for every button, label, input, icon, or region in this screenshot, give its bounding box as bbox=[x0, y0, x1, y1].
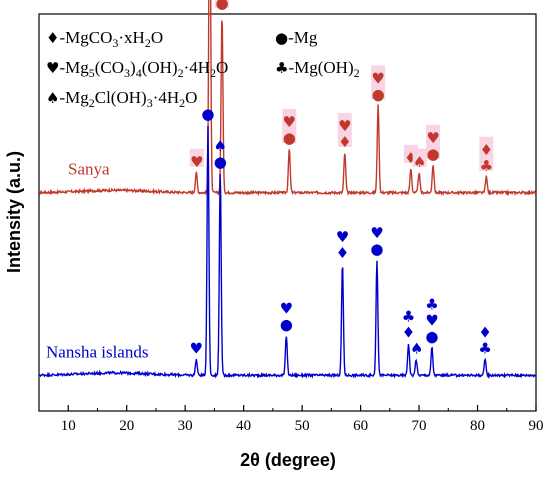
peak-marker: ♠ bbox=[410, 339, 423, 357]
peak-marker: ♥ bbox=[280, 300, 293, 318]
series-group: Sanya♥●♠●♥●♥♦♥●♦♠♥●♦♣Nansha islands♥●♠●♥… bbox=[38, 0, 537, 380]
marker-highlight bbox=[371, 65, 386, 100]
x-tick-label: 40 bbox=[236, 418, 251, 434]
legend-entry: ♥-Mg5(CO3)4(OH)2·4H2O bbox=[46, 58, 228, 80]
x-ticks: 10 20 30 40 50 60 70 80 90 bbox=[61, 405, 544, 434]
peak-marker: ♥ bbox=[425, 311, 438, 329]
peak-marker: ♦ bbox=[338, 133, 351, 151]
x-tick-label: 20 bbox=[119, 418, 134, 434]
legend-entry: ♦-MgCO3·xH2O bbox=[46, 28, 163, 50]
peak-marker: ♦ bbox=[336, 244, 349, 262]
marker-highlight bbox=[337, 112, 352, 147]
peak-marker: ● bbox=[215, 0, 228, 12]
peak-marker: ♦ bbox=[478, 323, 491, 341]
peak-marker: ♥ bbox=[336, 228, 349, 246]
peak-marker: ● bbox=[425, 327, 438, 345]
peak-marker: ♣ bbox=[402, 308, 415, 326]
peak-marker: ♥ bbox=[190, 153, 203, 171]
peak-marker: ♥ bbox=[283, 113, 296, 131]
peak-marker: ● bbox=[201, 105, 214, 123]
peak-marker: ♣ bbox=[480, 157, 493, 175]
peak-marker: ● bbox=[283, 129, 296, 147]
series-line bbox=[38, 126, 537, 380]
peak-marker: ● bbox=[427, 145, 440, 163]
peak-marker: ♦ bbox=[402, 324, 415, 342]
series-label: Sanya bbox=[68, 160, 110, 179]
x-tick-label: 50 bbox=[295, 418, 310, 434]
marker-highlight bbox=[412, 148, 427, 167]
legend-entry: ♠-Mg2Cl(OH)3·4H2O bbox=[46, 88, 197, 110]
legend: ♦-MgCO3·xH2O ●-Mg ♥-Mg5(CO3)4(OH)2·4H2O ♣-M… bbox=[46, 28, 360, 110]
peak-marker: ♣ bbox=[425, 295, 438, 313]
legend-entry: ●-Mg bbox=[275, 28, 318, 47]
peak-marker: ♥ bbox=[371, 69, 384, 87]
x-tick-label: 70 bbox=[412, 418, 427, 434]
x-tick-label: 10 bbox=[61, 418, 76, 434]
peak-marker: ♥ bbox=[370, 224, 383, 242]
y-axis-title: Intensity (a.u.) bbox=[4, 151, 24, 273]
x-axis-title: 2θ (degree) bbox=[240, 450, 336, 470]
peak-marker: ● bbox=[370, 240, 383, 258]
peak-marker: ● bbox=[214, 153, 227, 171]
marker-highlight bbox=[479, 136, 494, 171]
peak-marker: ♦ bbox=[480, 141, 493, 159]
marker-highlight bbox=[189, 148, 204, 167]
peak-marker: ♣ bbox=[478, 339, 491, 357]
peak-marker: ♠ bbox=[214, 137, 227, 155]
x-tick-label: 80 bbox=[470, 418, 485, 434]
peak-marker: ♥ bbox=[338, 117, 351, 135]
series-line bbox=[38, 0, 537, 197]
peak-marker: ● bbox=[372, 85, 385, 103]
plot-frame bbox=[38, 13, 537, 412]
marker-highlight bbox=[282, 108, 297, 143]
marker-highlight bbox=[215, 0, 230, 8]
x-tick-label: 30 bbox=[178, 418, 193, 434]
x-tick-label: 90 bbox=[529, 418, 544, 434]
series-0: Sanya♥●♠●♥●♥♦♥●♦♠♥●♦♣ bbox=[38, 0, 537, 197]
peak-marker: ● bbox=[280, 316, 293, 334]
series-1: Nansha islands ♥●♠●♥●♥♦♥●♣♦♠♣♥● ♦♣ bbox=[38, 105, 537, 380]
peak-marker: ♥ bbox=[190, 339, 203, 357]
legend-entry: ♣-Mg(OH)2 bbox=[275, 58, 360, 80]
peak-marker: ♥ bbox=[426, 129, 439, 147]
marker-highlight bbox=[426, 124, 441, 159]
x-tick-label: 60 bbox=[353, 418, 368, 434]
peak-marker: ♠ bbox=[413, 153, 426, 171]
series-label: Nansha islands bbox=[46, 342, 148, 361]
